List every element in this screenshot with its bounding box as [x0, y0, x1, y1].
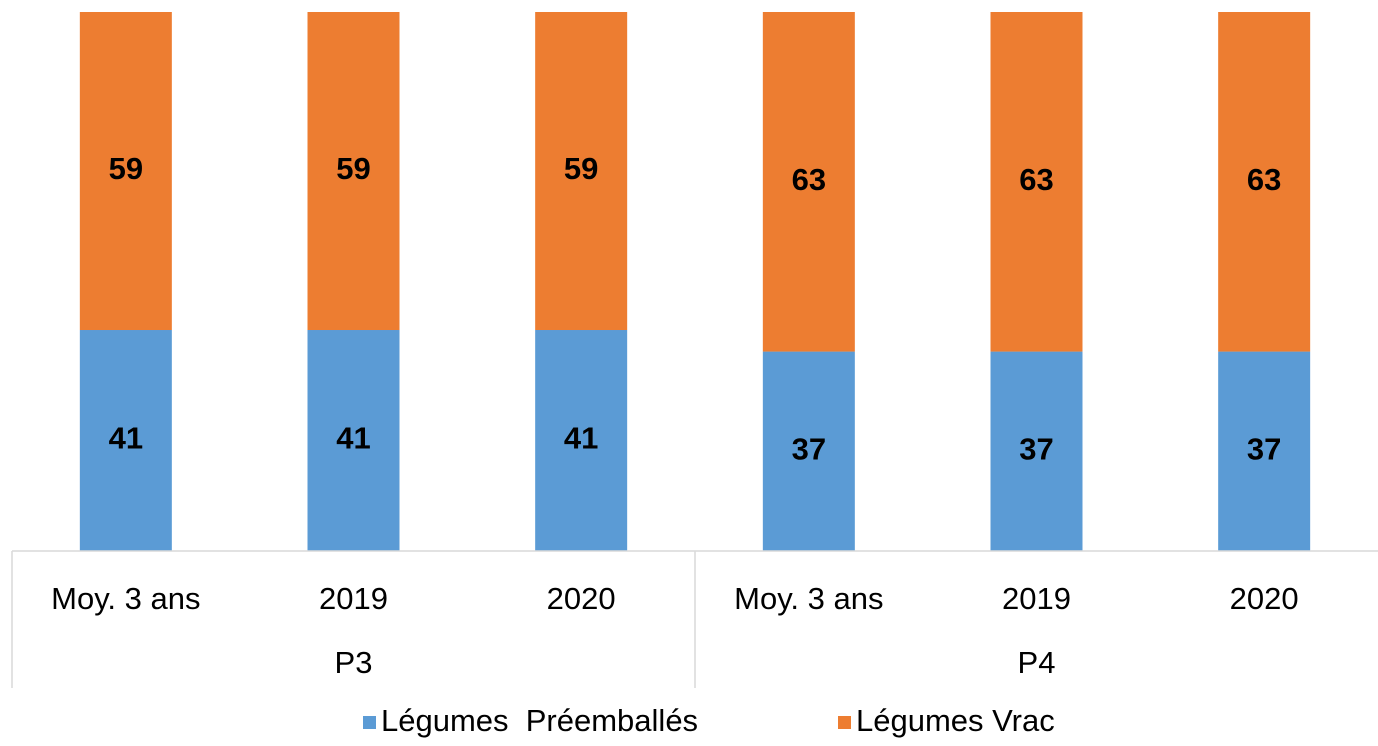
bar-segment [1218, 12, 1311, 352]
x-tick-label: 2020 [1230, 581, 1299, 616]
data-label: 37 [792, 431, 826, 466]
bar-segment [307, 330, 400, 551]
bar-segment [990, 12, 1083, 352]
bar-segment [79, 12, 172, 331]
bar-segment [762, 12, 855, 352]
x-tick-label: Moy. 3 ans [51, 581, 200, 616]
data-label: 63 [792, 162, 826, 197]
bar-segment [535, 330, 628, 551]
data-label: 41 [336, 421, 370, 456]
bar-segment [535, 12, 628, 331]
x-tick-label: 2019 [1002, 581, 1071, 616]
data-label: 59 [336, 151, 370, 186]
data-label: 63 [1247, 162, 1281, 197]
data-label: 59 [109, 151, 143, 186]
data-label: 63 [1019, 162, 1053, 197]
data-label: 41 [109, 421, 143, 456]
group-label: P4 [1018, 645, 1056, 680]
bar-segment [990, 351, 1083, 551]
legend-label: Légumes Préemballés [381, 703, 698, 738]
data-label: 41 [564, 421, 598, 456]
data-label: 37 [1247, 431, 1281, 466]
x-tick-label: Moy. 3 ans [734, 581, 883, 616]
bar-segment [762, 351, 855, 551]
bar-segment [307, 12, 400, 331]
x-tick-label: 2020 [547, 581, 616, 616]
data-label: 59 [564, 151, 598, 186]
legend-label: Légumes Vrac [856, 703, 1055, 738]
bar-segment [1218, 351, 1311, 551]
data-label: 37 [1019, 431, 1053, 466]
legend-swatch [838, 716, 851, 729]
x-tick-label: 2019 [319, 581, 388, 616]
bar-segment [79, 330, 172, 551]
group-label: P3 [335, 645, 373, 680]
legend-swatch [363, 716, 376, 729]
